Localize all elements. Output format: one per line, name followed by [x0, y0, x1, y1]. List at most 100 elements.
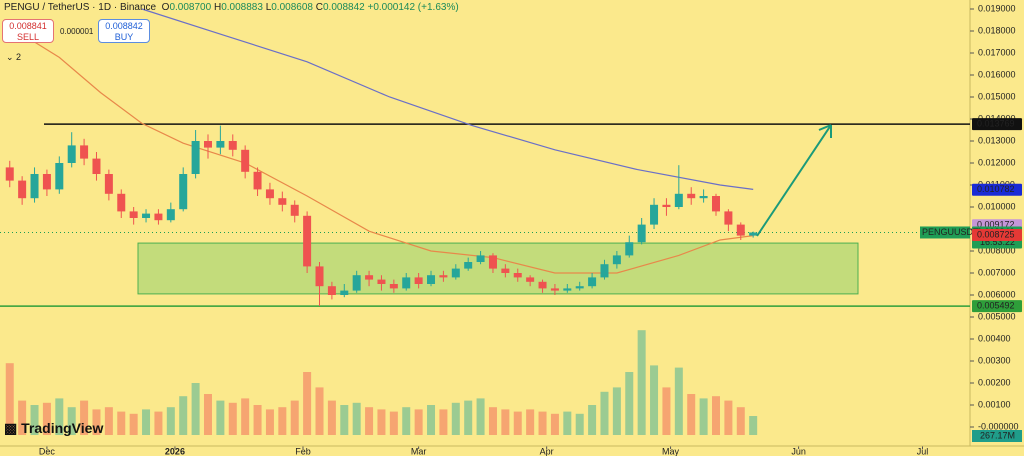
ohlc-key: H — [213, 2, 222, 13]
candle-body — [142, 213, 151, 218]
candle-body — [377, 279, 386, 284]
price-label: 0.008725 — [977, 229, 1015, 239]
candle-body — [203, 141, 212, 148]
ohlc-key: L — [265, 2, 272, 13]
volume-bar — [166, 407, 175, 435]
volume-bar — [203, 394, 212, 435]
candle-body — [290, 204, 299, 216]
spread: 0.000001 — [60, 27, 94, 36]
indicators-toggle[interactable]: ⌄ 2 — [6, 52, 22, 62]
candle-body — [5, 167, 14, 181]
candle-body — [414, 277, 423, 284]
y-tick-label: 0.017000 — [978, 47, 1016, 57]
candle-body — [711, 196, 720, 212]
candle-body — [92, 158, 101, 174]
volume-bar — [488, 407, 497, 435]
y-tick-label: 0.015000 — [978, 91, 1016, 101]
volume-bar — [526, 409, 535, 435]
price-label-box — [972, 300, 1022, 313]
candle-body — [687, 193, 696, 199]
x-tick-label: Jun — [791, 446, 806, 456]
volume-bar — [402, 407, 411, 435]
candle-body — [265, 189, 274, 199]
volume-bar — [327, 400, 336, 435]
candle-body — [352, 275, 361, 291]
y-tick-label: 0.008000 — [978, 245, 1016, 255]
candle-body — [315, 266, 324, 287]
volume-label: 267.17M — [980, 430, 1015, 440]
volume-bar — [538, 411, 547, 435]
volume-bar — [290, 400, 299, 435]
candle-body — [365, 275, 374, 280]
candle-body — [600, 264, 609, 278]
candle-body — [30, 174, 39, 199]
candle-body — [104, 174, 113, 194]
buy-price: 0.008842 — [105, 21, 143, 31]
candle-body — [488, 255, 497, 269]
volume-bar — [389, 411, 398, 435]
volume-bar — [117, 411, 126, 435]
volume-bar — [699, 398, 708, 435]
candle-body — [464, 262, 473, 269]
candle-body — [129, 211, 138, 218]
candle-body — [80, 145, 89, 159]
arrow-shaft — [756, 124, 832, 237]
candle-body — [216, 141, 225, 148]
candle-body — [513, 273, 522, 278]
candle-body — [241, 149, 250, 172]
buy-button[interactable]: 0.008842 BUY — [98, 19, 150, 43]
price-label: 0.005492 — [977, 301, 1015, 311]
change: +0.000142 (+1.63%) — [367, 2, 459, 13]
volume-bar — [154, 411, 163, 435]
arrow-head — [818, 124, 832, 138]
volume-bar — [265, 409, 274, 435]
logo: ▩ TradingView — [4, 420, 104, 436]
sell-label: SELL — [16, 32, 40, 42]
volume-bar — [575, 413, 584, 435]
y-tick-label: 0.016000 — [978, 69, 1016, 79]
y-tick-label: 0.007000 — [978, 267, 1016, 277]
volume-bar — [253, 405, 262, 435]
y-tick-label: 0.018000 — [978, 25, 1016, 35]
volume-tick-label: 0.00200 — [978, 377, 1011, 387]
price-label: 0.010782 — [977, 184, 1015, 194]
price-label-box — [972, 229, 1022, 242]
candle-body — [42, 174, 51, 190]
price-label: 0.009172 — [977, 220, 1015, 230]
y-tick-label: 0.013000 — [978, 135, 1016, 145]
volume-bar — [352, 402, 361, 435]
ohlc-value: 0.008700 — [169, 2, 212, 13]
x-tick-label: May — [662, 446, 680, 456]
volume-bar — [228, 402, 237, 435]
volume-bar — [736, 407, 745, 435]
volume-bar — [625, 372, 634, 435]
volume-bar — [464, 400, 473, 435]
candle-body — [55, 163, 64, 190]
volume-bar — [216, 400, 225, 435]
candle-body — [674, 193, 683, 207]
candle-body — [427, 275, 436, 284]
sell-button[interactable]: 0.008841 SELL — [2, 19, 54, 43]
candle-body — [191, 141, 200, 174]
volume-bar — [5, 363, 14, 435]
x-tick-label: Mar — [411, 446, 427, 456]
candle-body — [278, 198, 287, 205]
ohlc-key: O — [161, 2, 170, 13]
y-tick-label: 0.006000 — [978, 289, 1016, 299]
x-tick-label: Jul — [917, 446, 929, 456]
volume-bar — [129, 413, 138, 435]
volume-bar — [451, 402, 460, 435]
candle-body — [166, 209, 175, 221]
candle-body — [253, 171, 262, 190]
candle-body — [550, 288, 559, 291]
candle-body — [402, 277, 411, 289]
volume-bar — [711, 396, 720, 435]
candle-body — [67, 145, 76, 163]
volume-bar — [439, 409, 448, 435]
volume-bar — [414, 409, 423, 435]
symbol-tag-box — [920, 226, 970, 239]
volume-bar — [104, 407, 113, 435]
volume-bar — [724, 400, 733, 435]
y-tick-label: 0.005000 — [978, 311, 1016, 321]
